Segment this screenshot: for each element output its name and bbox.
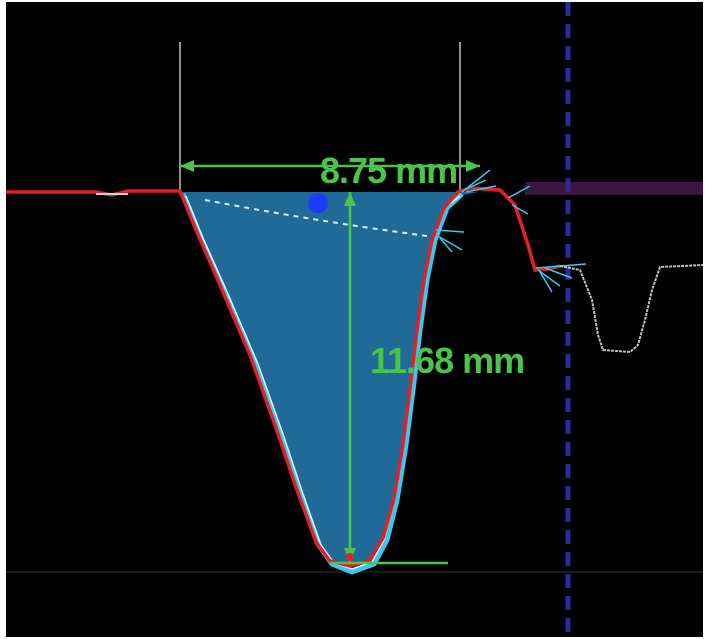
groove-area bbox=[180, 192, 478, 568]
surface-profile-line bbox=[6, 186, 561, 568]
reference-band bbox=[525, 182, 703, 195]
depth-arrow-top bbox=[344, 192, 356, 206]
width-measurement-label: 8.75 mm bbox=[320, 150, 458, 191]
shoulder-fit-strokes bbox=[435, 169, 587, 293]
depth-measurement-label: 11.68 mm bbox=[370, 340, 525, 381]
profile-canvas[interactable] bbox=[6, 2, 703, 637]
width-arrow-left bbox=[180, 160, 194, 172]
profile-viewport[interactable]: 8.75 mm 11.68 mm bbox=[6, 2, 703, 637]
secondary-profile-line bbox=[559, 264, 703, 354]
groove-bottom-marker bbox=[346, 553, 354, 561]
width-arrow-right bbox=[466, 160, 480, 172]
dot-marker-icon[interactable] bbox=[308, 193, 328, 213]
